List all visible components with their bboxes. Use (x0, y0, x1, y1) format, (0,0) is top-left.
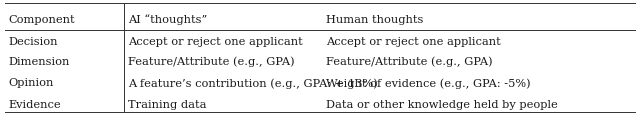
Text: Feature/Attribute (e.g., GPA): Feature/Attribute (e.g., GPA) (128, 56, 294, 67)
Text: A feature’s contribution (e.g., GPA: + 13%): A feature’s contribution (e.g., GPA: + 1… (128, 77, 378, 88)
Text: Weight of evidence (e.g., GPA: -5%): Weight of evidence (e.g., GPA: -5%) (326, 77, 531, 88)
Text: Component: Component (8, 15, 75, 25)
Text: Data or other knowledge held by people: Data or other knowledge held by people (326, 99, 558, 109)
Text: Dimension: Dimension (8, 57, 70, 67)
Text: Decision: Decision (8, 36, 58, 46)
Text: AI “thoughts”: AI “thoughts” (128, 14, 207, 25)
Text: Human thoughts: Human thoughts (326, 15, 424, 25)
Text: Evidence: Evidence (8, 99, 61, 109)
Text: Opinion: Opinion (8, 78, 54, 87)
Text: Accept or reject one applicant: Accept or reject one applicant (128, 36, 303, 46)
Text: Feature/Attribute (e.g., GPA): Feature/Attribute (e.g., GPA) (326, 56, 493, 67)
Text: Training data: Training data (128, 99, 207, 109)
Text: Accept or reject one applicant: Accept or reject one applicant (326, 36, 501, 46)
